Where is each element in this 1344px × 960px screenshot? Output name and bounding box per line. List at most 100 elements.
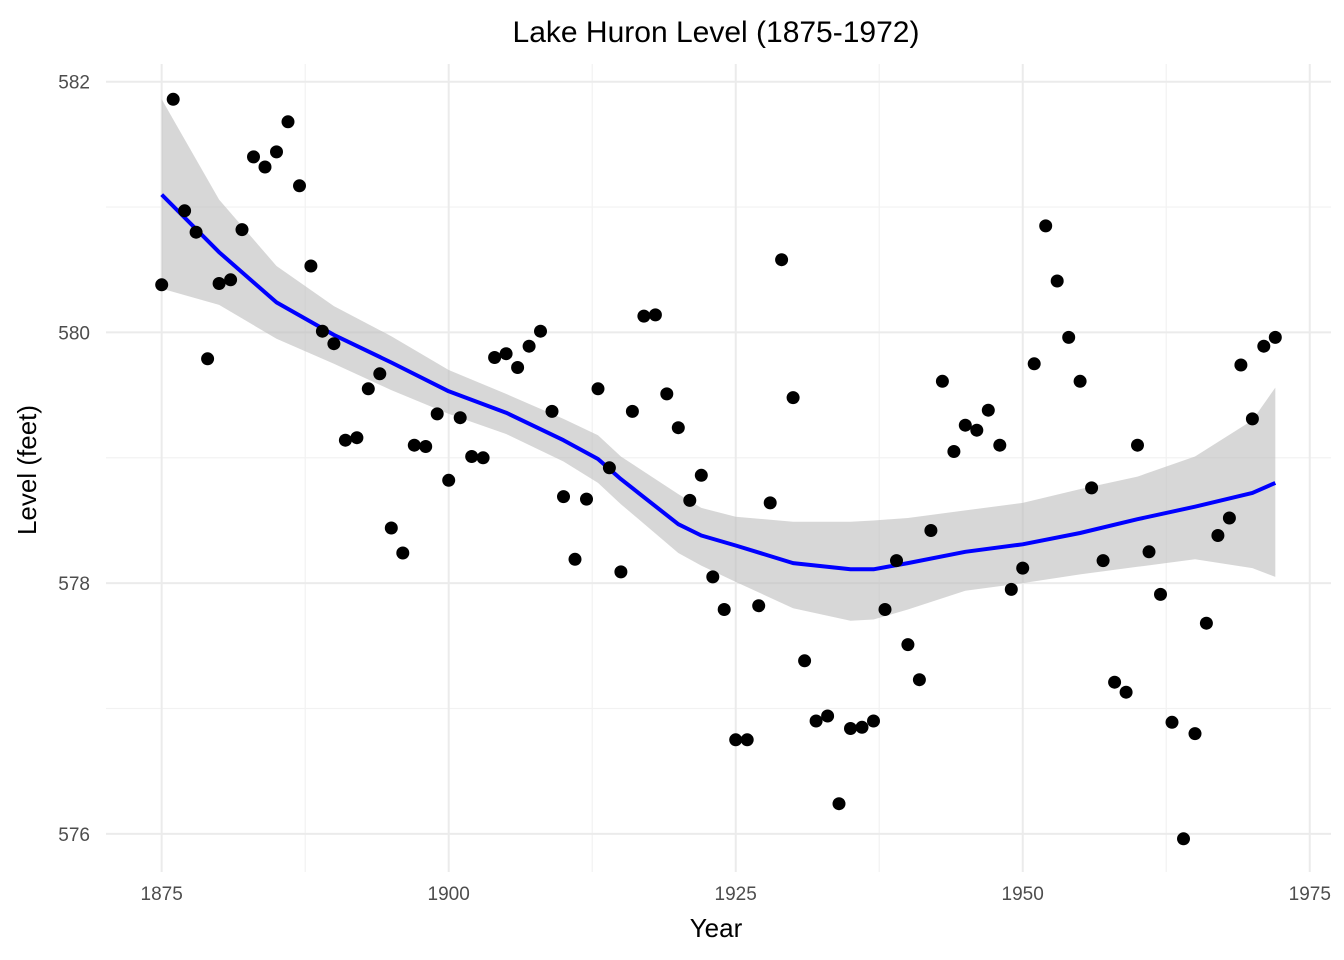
data-point: [384, 521, 398, 535]
data-point: [947, 445, 961, 458]
data-point: [694, 468, 708, 482]
data-point: [407, 438, 421, 452]
data-point: [993, 438, 1007, 452]
data-point: [338, 433, 352, 447]
data-points: [155, 92, 1282, 846]
y-axis-ticks: 576 578 580 582: [58, 73, 90, 846]
data-point: [1165, 715, 1179, 729]
data-point: [1016, 561, 1030, 575]
y-tick-label: 582: [58, 73, 90, 94]
data-point: [878, 603, 892, 616]
data-point: [1108, 675, 1122, 689]
data-point: [465, 450, 479, 463]
data-point: [315, 324, 329, 338]
data-point: [568, 552, 582, 566]
data-point: [1188, 727, 1202, 741]
data-point: [350, 431, 364, 445]
data-point: [981, 403, 995, 417]
data-point: [729, 733, 743, 747]
chart-title: Lake Huron Level (1875-1972): [513, 16, 920, 49]
y-axis-title: Level (feet): [12, 405, 42, 535]
data-point: [293, 179, 306, 193]
data-point: [476, 451, 490, 465]
data-point: [660, 387, 674, 401]
data-point: [1004, 582, 1018, 596]
data-point: [924, 524, 938, 537]
minor-grid: [106, 64, 1331, 872]
data-point: [155, 278, 169, 292]
data-point: [844, 722, 857, 735]
data-point: [1257, 339, 1271, 353]
data-point: [430, 407, 444, 421]
data-point: [522, 339, 536, 353]
data-point: [258, 160, 272, 174]
data-point: [1085, 481, 1099, 495]
data-point: [602, 461, 616, 475]
data-point: [488, 351, 502, 364]
data-point: [637, 309, 651, 323]
data-point: [1234, 358, 1248, 372]
y-tick-label: 580: [58, 323, 90, 344]
major-grid: [106, 64, 1331, 872]
data-point: [752, 599, 766, 613]
data-point: [890, 554, 903, 568]
data-point: [1119, 685, 1133, 699]
data-point: [809, 714, 823, 728]
data-point: [580, 492, 593, 506]
data-point: [361, 382, 375, 396]
y-tick-label: 578: [58, 574, 90, 595]
data-point: [591, 382, 605, 396]
data-point: [648, 308, 662, 322]
data-point: [304, 259, 318, 273]
data-point: [1131, 438, 1144, 452]
data-point: [224, 273, 238, 287]
data-point: [235, 223, 249, 237]
data-point: [166, 92, 180, 106]
data-point: [1222, 511, 1236, 525]
data-point: [396, 546, 410, 560]
data-point: [855, 720, 869, 734]
x-axis-title: Year: [690, 913, 743, 943]
data-point: [683, 493, 697, 507]
x-tick-label: 1975: [1289, 884, 1331, 905]
data-point: [270, 145, 283, 159]
data-point: [867, 714, 880, 728]
data-point: [1199, 616, 1213, 630]
data-point: [1096, 554, 1110, 568]
x-tick-label: 1950: [1002, 884, 1044, 905]
x-tick-label: 1925: [715, 884, 757, 905]
y-tick-label: 576: [58, 825, 90, 846]
data-point: [912, 673, 926, 687]
data-point: [419, 440, 433, 453]
data-point: [557, 490, 570, 504]
data-point: [901, 638, 915, 652]
x-tick-label: 1900: [428, 884, 470, 905]
data-point: [178, 204, 192, 218]
data-point: [1039, 219, 1053, 233]
data-point: [1268, 330, 1282, 344]
data-point: [499, 347, 513, 361]
x-axis-ticks: 1875 1900 1925 1950 1975: [141, 884, 1331, 905]
data-point: [775, 253, 789, 267]
data-point: [534, 324, 547, 338]
data-point: [717, 603, 731, 616]
data-point: [786, 391, 800, 405]
data-point: [247, 150, 260, 164]
data-point: [545, 404, 559, 418]
data-point: [958, 418, 972, 432]
data-point: [511, 361, 525, 374]
data-point: [625, 404, 639, 418]
data-point: [327, 337, 341, 351]
data-point: [1177, 832, 1190, 846]
data-point: [740, 733, 754, 747]
data-point: [832, 797, 846, 811]
data-point: [798, 654, 812, 668]
data-point: [453, 411, 467, 425]
data-point: [1050, 274, 1064, 288]
data-point: [373, 367, 387, 381]
data-point: [671, 421, 685, 435]
data-point: [1154, 587, 1167, 601]
x-tick-label: 1875: [141, 884, 183, 905]
data-point: [763, 496, 777, 510]
